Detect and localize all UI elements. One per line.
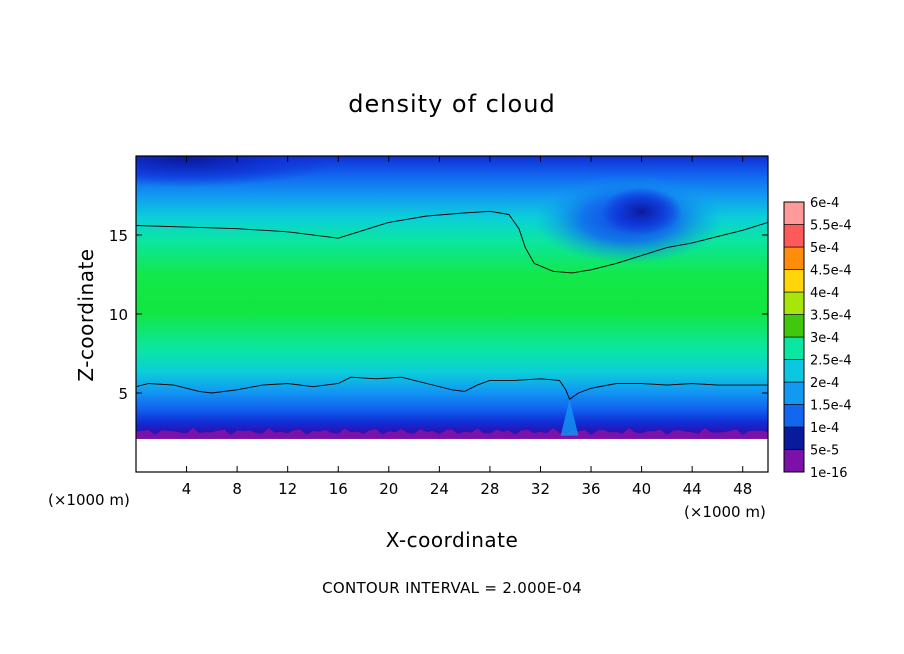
colorbar-frame (783, 201, 805, 473)
colorbar-label: 4.5e-4 (810, 264, 852, 279)
colorbar-label: 6e-4 (810, 196, 839, 211)
x-unit-label: (×1000 m) (684, 503, 766, 521)
colorbar-swatch (783, 201, 805, 225)
x-tick-label: 24 (430, 480, 449, 498)
colorbar-swatch (783, 426, 805, 450)
colorbar-label: 3.5e-4 (810, 309, 852, 324)
colorbar-swatch (783, 224, 805, 248)
y-axis-title: Z-coordinate (74, 248, 98, 381)
x-tick-label: 12 (278, 480, 297, 498)
colorbar-swatch (783, 449, 805, 473)
clear-air-region (136, 438, 768, 472)
colorbar-label: 2e-4 (810, 376, 839, 391)
colorbar-swatch (783, 381, 805, 405)
field-top-core (136, 156, 337, 188)
x-axis: 4 8 12 16 20 24 28 32 36 40 44 48 (182, 156, 752, 498)
colorbar-label: 1e-4 (810, 421, 839, 436)
x-tick-label: 20 (379, 480, 398, 498)
colorbar-swatch (783, 314, 805, 338)
x-tick-label: 36 (581, 480, 600, 498)
updraft-plume (560, 399, 579, 436)
colorbar-label: 5.5e-4 (810, 219, 852, 234)
x-tick-label: 40 (632, 480, 651, 498)
field-intrusion-core (601, 187, 682, 236)
x-tick-label: 4 (182, 480, 192, 498)
colorbar-label: 5e-4 (810, 241, 839, 256)
colorbar: 1e-16 5e-5 1e-4 1.5e-4 2e-4 2.5e-4 3e-4 3.5e-4 4… (783, 196, 852, 481)
y-tick-label: 15 (109, 227, 128, 245)
colorbar-label: 2.5e-4 (810, 354, 852, 369)
x-tick-label: 16 (329, 480, 348, 498)
x-tick-label: 32 (531, 480, 550, 498)
colorbar-swatch (783, 336, 805, 360)
y-tick-label: 10 (109, 306, 128, 324)
colorbar-label: 1e-16 (810, 466, 848, 481)
chart-title: density of cloud (348, 90, 555, 118)
colorbar-swatch (783, 246, 805, 270)
x-axis-title: X-coordinate (386, 528, 519, 552)
colorbar-swatch (783, 404, 805, 428)
colorbar-label: 3e-4 (810, 331, 839, 346)
y-axis: 5 10 15 (109, 227, 768, 403)
upper-contour (136, 210, 768, 274)
cloud-base-band (136, 428, 768, 439)
density-field (136, 156, 768, 472)
contour-lines (136, 210, 768, 400)
x-tick-label: 48 (733, 480, 752, 498)
colorbar-label: 1.5e-4 (810, 399, 852, 414)
colorbar-swatch (783, 291, 805, 315)
x-tick-label: 28 (480, 480, 499, 498)
z-unit-label: (×1000 m) (48, 491, 130, 509)
x-tick-label: 44 (683, 480, 702, 498)
y-tick-label: 5 (118, 385, 128, 403)
colorbar-swatch (783, 359, 805, 383)
lower-contour (136, 376, 768, 400)
x-tick-label: 8 (232, 480, 242, 498)
contour-interval-label: CONTOUR INTERVAL = 2.000E-04 (322, 579, 582, 597)
colorbar-label: 5e-5 (810, 444, 839, 459)
colorbar-label: 4e-4 (810, 286, 839, 301)
colorbar-swatch (783, 269, 805, 293)
